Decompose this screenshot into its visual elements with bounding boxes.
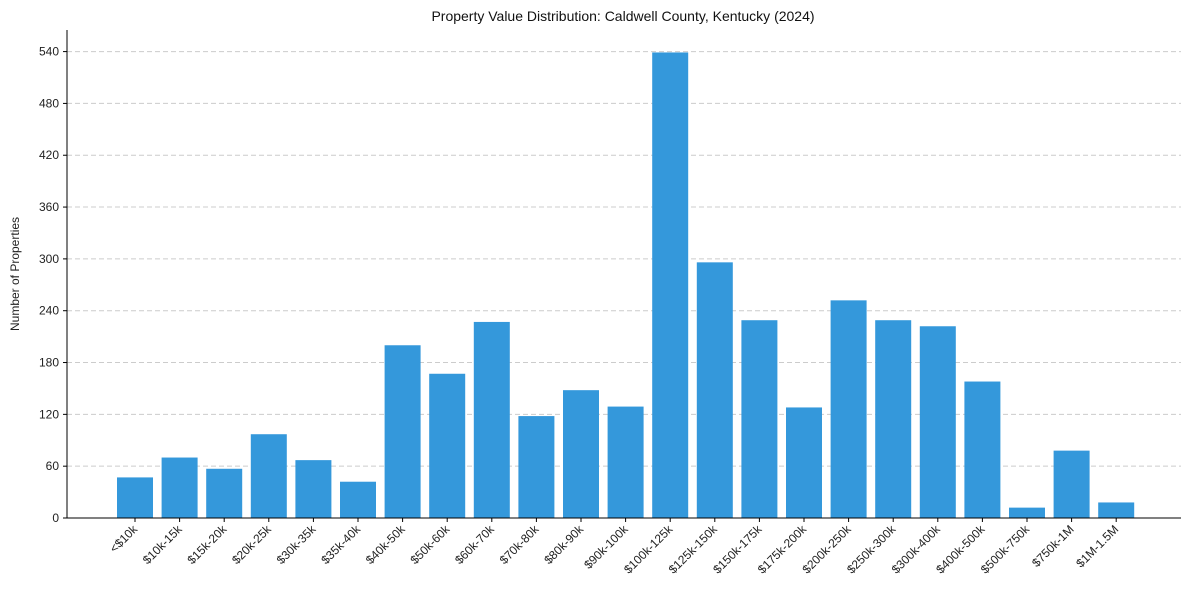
x-tick-label: $1M-1.5M <box>1073 522 1121 570</box>
x-tick-label: $15k-20k <box>185 522 231 568</box>
bar <box>652 52 689 519</box>
x-tick-label: $20k-25k <box>229 522 275 568</box>
chart-title: Property Value Distribution: Caldwell Co… <box>431 8 814 24</box>
x-tick-label: $10k-15k <box>140 522 186 568</box>
bar <box>206 468 243 518</box>
x-tick-label: $35k-40k <box>318 522 364 568</box>
y-tick-label: 60 <box>46 459 60 473</box>
bar <box>607 406 644 518</box>
axes <box>66 30 1181 519</box>
bar <box>161 457 198 518</box>
bar <box>964 381 1001 518</box>
y-tick-label: 360 <box>39 200 59 214</box>
x-tick-label: $80k-90k <box>541 522 587 568</box>
y-tick-label: 300 <box>39 252 59 266</box>
x-axis-ticks: <$10k $10k-15k $15k-20k $20k-25k $30k-35k $35… <box>107 518 1121 576</box>
y-tick-label: 180 <box>39 356 59 370</box>
x-tick-label: $500k-750k <box>978 522 1033 577</box>
bar <box>741 320 778 518</box>
bar <box>1098 502 1135 518</box>
grid-lines <box>67 51 1181 467</box>
x-tick-label: $750k-1M <box>1029 522 1077 570</box>
x-tick-label: $40k-50k <box>363 522 409 568</box>
y-tick-label: 120 <box>39 407 59 421</box>
bar <box>295 460 332 518</box>
bar <box>518 416 555 518</box>
x-tick-label: $50k-60k <box>408 522 454 568</box>
y-tick-label: 420 <box>39 148 59 162</box>
x-tick-label: $60k-70k <box>452 522 498 568</box>
bar <box>473 321 510 518</box>
x-tick-label: $70k-80k <box>497 522 543 568</box>
bar <box>117 477 153 518</box>
bar <box>1009 507 1045 518</box>
x-tick-label: $30k-35k <box>274 522 320 568</box>
y-axis-label: Number of Properties <box>8 217 22 331</box>
bar <box>384 345 421 518</box>
y-tick-label: 0 <box>52 511 59 525</box>
bar <box>563 390 599 518</box>
bar <box>786 407 822 518</box>
y-tick-label: 480 <box>39 96 59 110</box>
x-tick-label: <$10k <box>107 522 141 556</box>
bar <box>250 434 287 518</box>
y-tick-label: 240 <box>39 304 59 318</box>
bar <box>875 320 912 518</box>
bars <box>117 52 1135 519</box>
bar <box>429 373 466 518</box>
bar <box>340 481 376 518</box>
bar <box>919 326 956 518</box>
y-axis-ticks: 0 60 120 180 240 300 360 420 480 540 <box>39 45 67 525</box>
y-tick-label: 540 <box>39 45 59 59</box>
bar <box>696 262 733 518</box>
bar <box>1053 450 1090 518</box>
bar <box>830 300 867 518</box>
